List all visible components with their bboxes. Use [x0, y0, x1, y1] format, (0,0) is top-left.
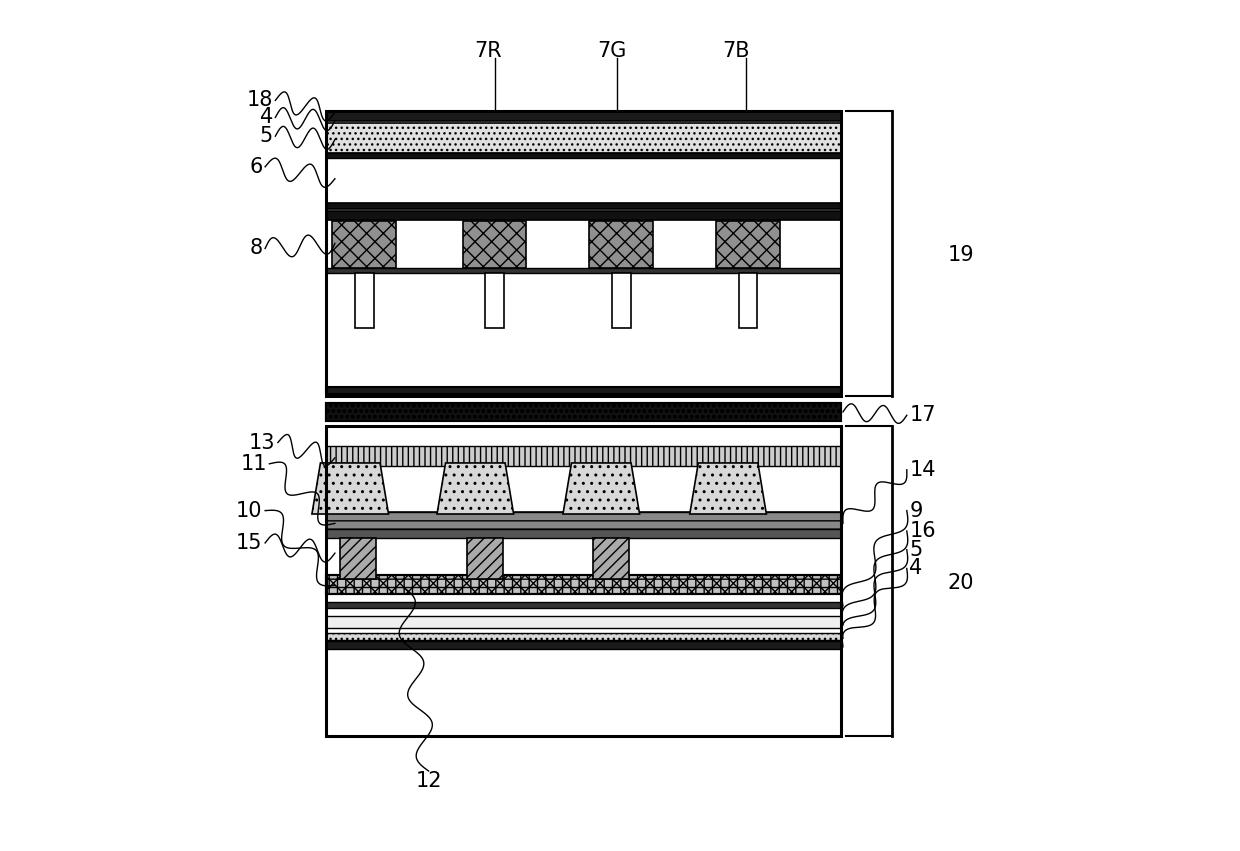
Text: 7R: 7R	[474, 41, 502, 61]
Bar	[326, 387, 841, 394]
Text: 4: 4	[259, 107, 273, 128]
Bar	[463, 221, 527, 268]
Text: 17: 17	[909, 405, 936, 426]
Bar	[326, 575, 841, 594]
Bar	[326, 641, 841, 649]
Bar	[326, 111, 841, 121]
Bar	[326, 529, 841, 538]
Text: 11: 11	[241, 454, 267, 474]
Bar	[326, 203, 841, 209]
Bar	[611, 273, 631, 328]
Polygon shape	[689, 463, 766, 514]
Bar	[593, 538, 629, 579]
Bar	[326, 426, 841, 736]
Bar	[326, 512, 841, 531]
Bar	[326, 403, 841, 421]
Bar	[326, 153, 841, 158]
Text: 20: 20	[947, 573, 975, 593]
Bar	[717, 221, 780, 268]
Text: 7G: 7G	[596, 41, 626, 61]
Bar	[326, 268, 841, 273]
Bar	[326, 123, 841, 153]
Text: 7B: 7B	[722, 41, 749, 61]
Polygon shape	[563, 463, 640, 514]
Bar	[326, 633, 841, 640]
Text: 16: 16	[909, 521, 936, 541]
Bar	[589, 221, 653, 268]
Text: 5: 5	[259, 126, 273, 146]
Text: 15: 15	[236, 533, 263, 553]
Bar	[326, 111, 841, 396]
Bar	[326, 602, 841, 608]
Bar	[739, 273, 758, 328]
Text: 6: 6	[249, 157, 263, 177]
Polygon shape	[436, 463, 513, 514]
Text: 14: 14	[909, 460, 936, 480]
Text: 19: 19	[947, 245, 975, 266]
Text: 4: 4	[909, 558, 923, 579]
Text: 10: 10	[236, 500, 263, 521]
Polygon shape	[312, 463, 388, 514]
Bar	[326, 616, 841, 628]
Bar	[340, 538, 376, 579]
Bar	[326, 446, 841, 466]
Bar	[485, 273, 503, 328]
Text: 9: 9	[909, 500, 923, 521]
Bar	[326, 211, 841, 220]
Text: 5: 5	[909, 540, 923, 560]
Text: 18: 18	[247, 90, 273, 111]
Bar	[355, 273, 373, 328]
Bar	[466, 538, 502, 579]
Text: 12: 12	[415, 771, 441, 791]
Bar	[326, 575, 841, 594]
Bar	[326, 403, 841, 421]
Text: 13: 13	[249, 432, 275, 453]
Bar	[332, 221, 397, 268]
Text: 8: 8	[249, 238, 263, 259]
